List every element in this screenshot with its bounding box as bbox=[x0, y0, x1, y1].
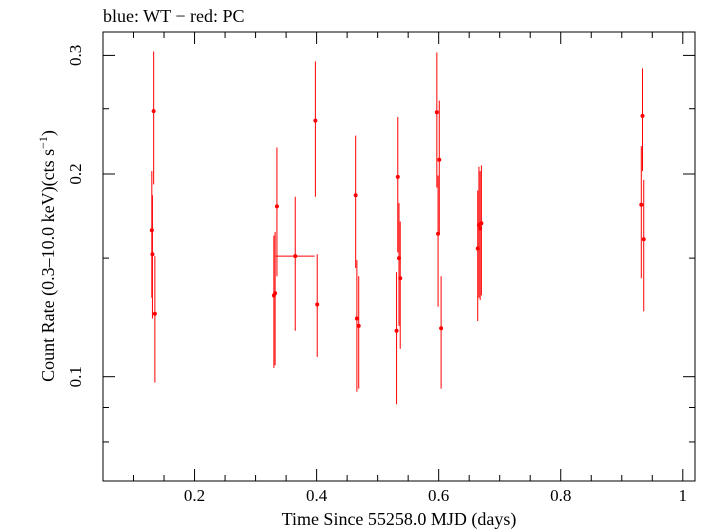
data-point bbox=[150, 195, 155, 319]
x-tick-label: 0.6 bbox=[428, 486, 449, 505]
point-marker bbox=[151, 109, 156, 114]
point-marker bbox=[315, 302, 320, 307]
x-tick-label: 0.8 bbox=[550, 486, 571, 505]
data-point bbox=[152, 256, 157, 383]
point-marker bbox=[152, 311, 157, 316]
point-marker bbox=[274, 204, 279, 209]
data-point bbox=[437, 100, 442, 234]
point-marker bbox=[353, 193, 358, 198]
point-marker bbox=[293, 254, 298, 259]
point-marker bbox=[149, 228, 154, 233]
point-marker bbox=[437, 157, 442, 162]
x-tick-label: 1 bbox=[679, 486, 688, 505]
point-marker bbox=[150, 252, 155, 257]
y-axis-label-superscript: −1 bbox=[36, 136, 50, 149]
data-point bbox=[639, 146, 644, 279]
chart-title: blue: WT − red: PC bbox=[103, 6, 244, 26]
point-marker bbox=[273, 291, 278, 296]
point-marker bbox=[313, 118, 318, 123]
point-marker bbox=[434, 110, 439, 115]
point-marker bbox=[395, 174, 400, 179]
y-axis-label: Count Rate (0.3–10.0 keV)(cts s−1) bbox=[36, 130, 59, 382]
point-marker bbox=[479, 221, 484, 226]
data-point bbox=[313, 61, 318, 197]
point-marker bbox=[439, 326, 444, 331]
point-marker bbox=[394, 328, 399, 333]
x-tick-label: 0.2 bbox=[184, 486, 205, 505]
y-tick-label: 0.3 bbox=[66, 45, 85, 66]
data-point bbox=[640, 68, 645, 172]
y-tick-label: 0.1 bbox=[66, 366, 85, 387]
y-axis-label-main: Count Rate (0.3–10.0 keV)(cts s bbox=[38, 149, 59, 382]
y-axis-label-end: ) bbox=[38, 130, 59, 136]
data-point bbox=[356, 276, 361, 389]
point-marker bbox=[354, 316, 359, 321]
data-point bbox=[398, 221, 403, 349]
data-point bbox=[273, 232, 278, 366]
data-point bbox=[439, 276, 444, 389]
data-points bbox=[149, 51, 646, 405]
data-point bbox=[274, 147, 279, 277]
point-marker bbox=[639, 202, 644, 207]
x-axis-label: Time Since 55258.0 MJD (days) bbox=[282, 509, 517, 530]
data-point bbox=[434, 52, 439, 188]
data-point bbox=[641, 179, 646, 312]
point-marker bbox=[398, 276, 403, 281]
x-tick-label: 0.4 bbox=[306, 486, 328, 505]
point-marker bbox=[356, 323, 361, 328]
data-point bbox=[394, 272, 399, 405]
data-point bbox=[149, 171, 154, 298]
point-marker bbox=[641, 237, 646, 242]
plot-frame bbox=[102, 31, 696, 482]
axis-ticks: 0.2 0.4 0.6 0.8 1 0.1 0.2 0.3 bbox=[66, 32, 695, 505]
data-point bbox=[151, 51, 156, 185]
point-marker bbox=[640, 113, 645, 118]
y-tick-label: 0.2 bbox=[66, 163, 85, 184]
data-point bbox=[395, 117, 400, 253]
data-point bbox=[479, 165, 484, 296]
data-point bbox=[275, 196, 315, 331]
data-point bbox=[353, 135, 358, 269]
data-point bbox=[315, 254, 320, 357]
